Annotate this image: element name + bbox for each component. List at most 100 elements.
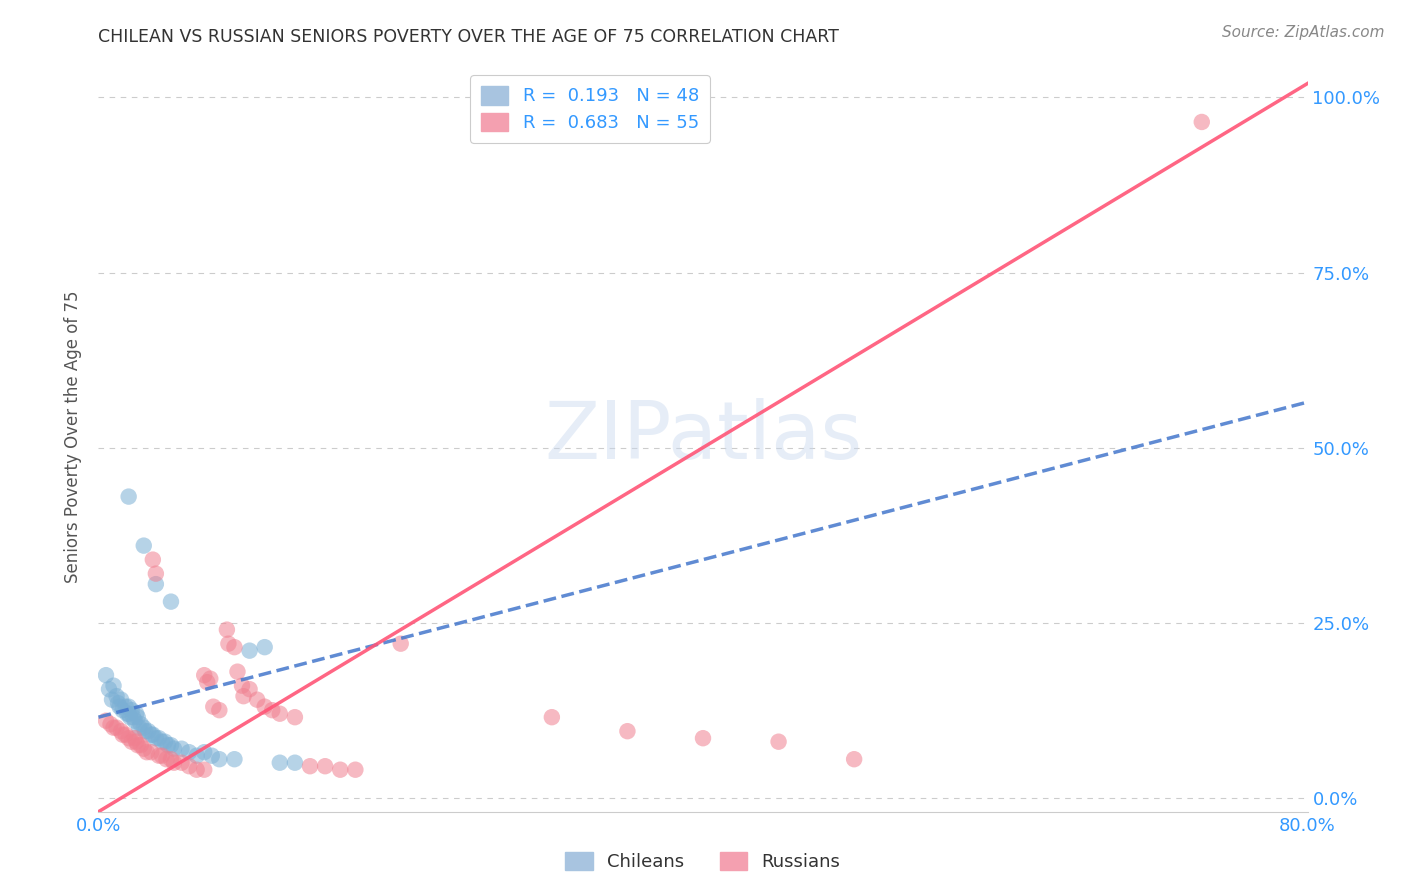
- Point: [125, 734, 148, 748]
- Point: [145, 566, 167, 581]
- Point: [114, 699, 136, 714]
- Point: [118, 490, 141, 504]
- Point: [129, 717, 152, 731]
- Point: [148, 748, 170, 763]
- Point: [163, 741, 186, 756]
- Point: [118, 731, 141, 746]
- Point: [105, 721, 128, 735]
- Point: [128, 721, 150, 735]
- Point: [141, 728, 163, 742]
- Point: [145, 577, 167, 591]
- Legend: R =  0.193   N = 48, R =  0.683   N = 55: R = 0.193 N = 48, R = 0.683 N = 55: [470, 75, 710, 143]
- Point: [193, 668, 215, 682]
- Point: [118, 706, 141, 721]
- Point: [208, 703, 231, 717]
- Point: [160, 738, 183, 752]
- Y-axis label: Seniors Poverty Over the Age of 75: Seniors Poverty Over the Age of 75: [65, 291, 83, 583]
- Point: [111, 728, 134, 742]
- Text: ZIPatlas: ZIPatlas: [544, 398, 862, 476]
- Text: CHILEAN VS RUSSIAN SENIORS POVERTY OVER THE AGE OF 75 CORRELATION CHART: CHILEAN VS RUSSIAN SENIORS POVERTY OVER …: [98, 28, 839, 45]
- Point: [156, 738, 179, 752]
- Point: [314, 759, 336, 773]
- Point: [299, 759, 322, 773]
- Point: [163, 756, 186, 770]
- Point: [179, 759, 201, 773]
- Point: [160, 752, 183, 766]
- Point: [202, 699, 225, 714]
- Point: [201, 748, 224, 763]
- Point: [121, 734, 143, 748]
- Point: [344, 763, 367, 777]
- Text: Source: ZipAtlas.com: Source: ZipAtlas.com: [1222, 25, 1385, 40]
- Point: [127, 710, 149, 724]
- Point: [124, 731, 146, 746]
- Point: [110, 692, 132, 706]
- Point: [616, 724, 638, 739]
- Point: [155, 752, 177, 766]
- Point: [253, 699, 276, 714]
- Point: [844, 752, 866, 766]
- Point: [246, 692, 269, 706]
- Point: [269, 706, 291, 721]
- Point: [107, 696, 129, 710]
- Point: [134, 724, 156, 739]
- Point: [110, 724, 132, 739]
- Point: [389, 637, 412, 651]
- Point: [94, 668, 117, 682]
- Point: [142, 552, 165, 566]
- Point: [150, 734, 173, 748]
- Point: [150, 748, 173, 763]
- Point: [215, 623, 238, 637]
- Point: [135, 745, 157, 759]
- Point: [118, 699, 141, 714]
- Point: [103, 721, 125, 735]
- Point: [136, 724, 159, 739]
- Point: [170, 741, 193, 756]
- Point: [153, 734, 176, 748]
- Point: [108, 699, 131, 714]
- Point: [232, 689, 254, 703]
- Point: [195, 675, 218, 690]
- Point: [540, 710, 562, 724]
- Point: [145, 731, 167, 746]
- Point: [262, 703, 284, 717]
- Point: [132, 741, 155, 756]
- Point: [186, 763, 208, 777]
- Point: [101, 692, 124, 706]
- Point: [105, 689, 128, 703]
- Point: [253, 640, 276, 655]
- Point: [121, 703, 143, 717]
- Point: [148, 731, 170, 746]
- Point: [114, 728, 136, 742]
- Point: [1191, 115, 1213, 129]
- Point: [111, 703, 134, 717]
- Point: [120, 710, 142, 724]
- Point: [160, 594, 183, 608]
- Point: [224, 752, 246, 766]
- Point: [217, 637, 239, 651]
- Point: [186, 748, 208, 763]
- Point: [170, 756, 193, 770]
- Point: [127, 738, 149, 752]
- Point: [103, 679, 125, 693]
- Point: [269, 756, 291, 770]
- Point: [122, 710, 145, 724]
- Point: [142, 728, 165, 742]
- Point: [193, 745, 215, 759]
- Point: [132, 721, 155, 735]
- Point: [141, 745, 163, 759]
- Point: [239, 643, 262, 657]
- Point: [231, 679, 253, 693]
- Point: [125, 706, 148, 721]
- Point: [129, 738, 152, 752]
- Point: [115, 706, 138, 721]
- Point: [193, 763, 215, 777]
- Legend: Chileans, Russians: Chileans, Russians: [558, 845, 848, 879]
- Point: [226, 665, 249, 679]
- Point: [124, 714, 146, 728]
- Point: [132, 539, 155, 553]
- Point: [284, 710, 307, 724]
- Point: [94, 714, 117, 728]
- Point: [208, 752, 231, 766]
- Point: [239, 682, 262, 697]
